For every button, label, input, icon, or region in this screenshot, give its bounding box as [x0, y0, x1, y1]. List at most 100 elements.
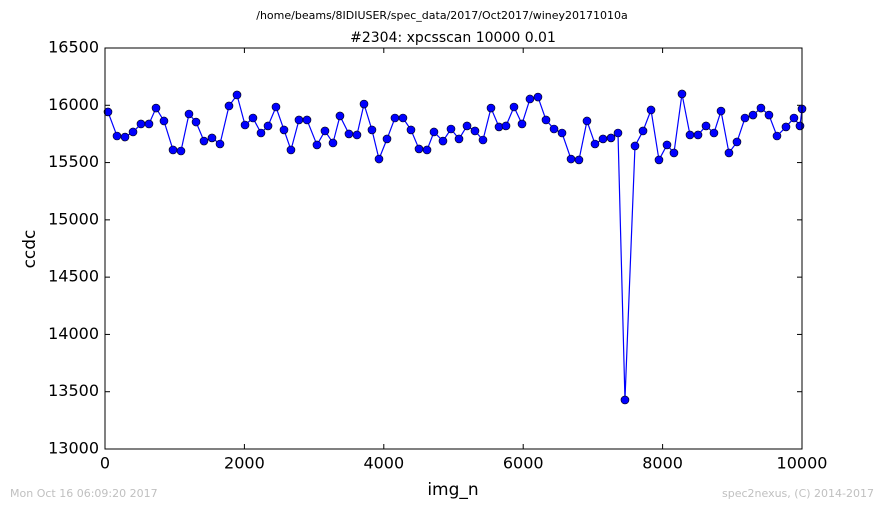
data-point — [438, 136, 448, 146]
data-point — [549, 124, 559, 134]
y-tick-label: 14000 — [48, 324, 99, 343]
data-point — [184, 109, 194, 119]
x-tick-label: 10000 — [777, 454, 828, 473]
data-point — [677, 89, 687, 99]
data-point — [176, 146, 186, 156]
x-tick-label: 2000 — [224, 454, 265, 473]
data-point — [525, 94, 535, 104]
data-point — [486, 103, 496, 113]
suptitle: /home/beams/8IDIUSER/spec_data/2017/Oct2… — [256, 9, 628, 22]
data-point — [215, 139, 225, 149]
data-point — [446, 124, 456, 134]
data-point — [574, 155, 584, 165]
data-point — [557, 128, 567, 138]
data-point — [168, 145, 178, 155]
footer-right: spec2nexus, (C) 2014-2017 — [722, 487, 874, 500]
data-point — [454, 134, 464, 144]
x-tick-label: 0 — [100, 454, 110, 473]
x-tick-label: 8000 — [642, 454, 683, 473]
data-point — [144, 119, 154, 129]
data-point — [669, 148, 679, 158]
data-point — [263, 121, 273, 131]
data-point — [352, 130, 362, 140]
data-point — [199, 136, 209, 146]
data-point — [590, 139, 600, 149]
data-point — [541, 115, 551, 125]
data-point — [566, 154, 576, 164]
data-point — [693, 130, 703, 140]
x-axis-label: img_n — [427, 480, 478, 500]
y-tick-label: 13000 — [48, 439, 99, 458]
data-point — [248, 113, 258, 123]
data-point — [662, 140, 672, 150]
data-point — [207, 133, 217, 143]
data-point — [748, 110, 758, 120]
x-tick-label: 4000 — [363, 454, 404, 473]
data-point — [509, 102, 519, 112]
data-point — [756, 103, 766, 113]
data-point — [470, 126, 480, 136]
data-point — [789, 113, 799, 123]
data-point — [630, 141, 640, 151]
data-point — [286, 145, 296, 155]
data-point — [764, 110, 774, 120]
y-tick-label: 13500 — [48, 381, 99, 400]
data-point — [646, 105, 656, 115]
data-point — [191, 117, 201, 127]
data-point — [112, 131, 122, 141]
plot-frame — [104, 47, 803, 450]
data-point — [606, 133, 616, 143]
data-point — [328, 138, 338, 148]
data-point — [781, 122, 791, 132]
data-point — [654, 155, 664, 165]
data-point — [335, 111, 345, 121]
data-point — [279, 125, 289, 135]
y-tick-label: 16000 — [48, 95, 99, 114]
data-point — [382, 134, 392, 144]
data-point — [103, 107, 113, 117]
y-axis-label: ccdc — [20, 230, 40, 269]
data-point — [582, 116, 592, 126]
y-tick-label: 15000 — [48, 209, 99, 228]
data-point — [232, 90, 242, 100]
data-point — [344, 129, 354, 139]
data-point — [406, 125, 416, 135]
y-tick-label: 14500 — [48, 267, 99, 286]
data-point — [517, 119, 527, 129]
data-point — [462, 121, 472, 131]
data-point — [685, 130, 695, 140]
y-tick-label: 16500 — [48, 38, 99, 57]
data-point — [151, 103, 161, 113]
data-point — [256, 128, 266, 138]
data-point — [478, 135, 488, 145]
data-point — [701, 121, 711, 131]
data-point — [740, 113, 750, 123]
y-tick-label: 15500 — [48, 152, 99, 171]
data-point — [709, 128, 719, 138]
data-point — [795, 121, 805, 131]
data-point — [724, 148, 734, 158]
data-point — [533, 92, 543, 102]
data-point — [224, 101, 234, 111]
data-point — [320, 126, 330, 136]
data-point — [716, 106, 726, 116]
data-point — [772, 131, 782, 141]
data-point — [429, 127, 439, 137]
x-tick-label: 6000 — [503, 454, 544, 473]
data-point — [598, 134, 608, 144]
footer-left: Mon Oct 16 06:09:20 2017 — [10, 487, 158, 500]
data-point — [159, 116, 169, 126]
data-point — [120, 132, 130, 142]
data-point — [732, 137, 742, 147]
data-point — [613, 128, 623, 138]
data-point — [620, 395, 630, 405]
data-point — [374, 154, 384, 164]
chart-title: #2304: xpcsscan 10000 0.01 — [350, 30, 556, 46]
data-point — [398, 113, 408, 123]
data-point — [302, 115, 312, 125]
data-point — [422, 145, 432, 155]
data-point — [367, 125, 377, 135]
data-point — [240, 120, 250, 130]
data-point — [271, 102, 281, 112]
